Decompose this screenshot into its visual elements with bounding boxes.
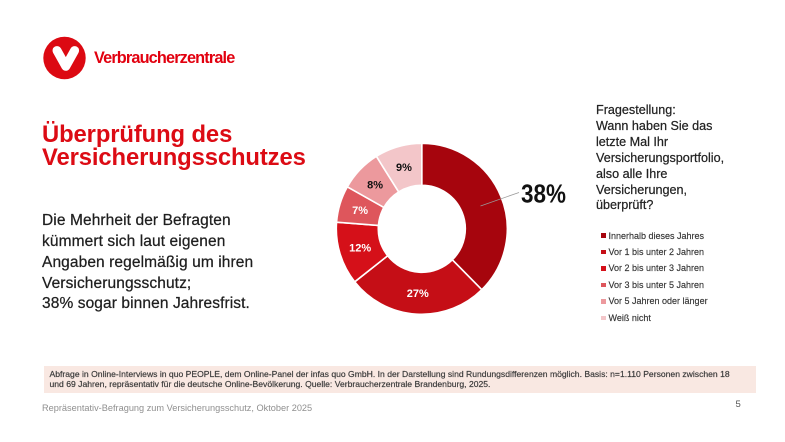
svg-text:27%: 27% — [407, 288, 429, 300]
svg-text:38%: 38% — [521, 181, 566, 209]
svg-text:12%: 12% — [349, 243, 371, 255]
svg-text:8%: 8% — [367, 179, 383, 191]
svg-text:9%: 9% — [396, 162, 412, 174]
svg-text:7%: 7% — [352, 205, 368, 217]
